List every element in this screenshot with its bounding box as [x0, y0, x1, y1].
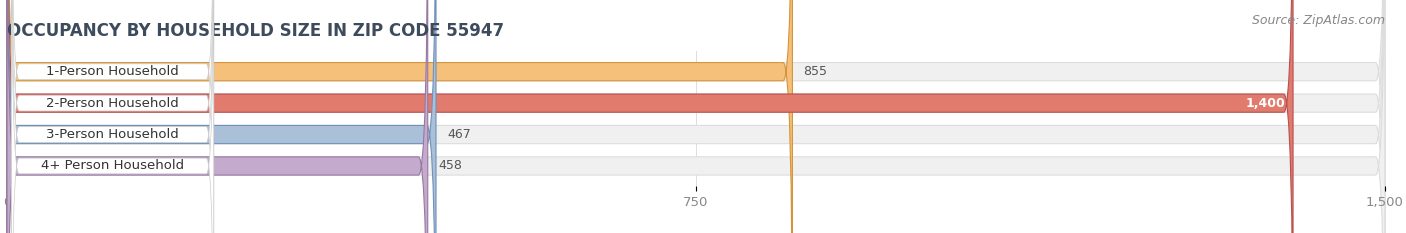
FancyBboxPatch shape	[11, 0, 214, 233]
Text: 467: 467	[447, 128, 471, 141]
Text: 4+ Person Household: 4+ Person Household	[41, 159, 184, 172]
FancyBboxPatch shape	[7, 0, 1385, 233]
FancyBboxPatch shape	[7, 0, 427, 233]
Text: 2-Person Household: 2-Person Household	[46, 97, 179, 110]
FancyBboxPatch shape	[7, 0, 1385, 233]
Text: 1-Person Household: 1-Person Household	[46, 65, 179, 78]
FancyBboxPatch shape	[7, 0, 1385, 233]
FancyBboxPatch shape	[11, 0, 214, 233]
Text: 3-Person Household: 3-Person Household	[46, 128, 179, 141]
FancyBboxPatch shape	[7, 0, 1294, 233]
Text: Source: ZipAtlas.com: Source: ZipAtlas.com	[1251, 14, 1385, 27]
FancyBboxPatch shape	[7, 0, 1385, 233]
FancyBboxPatch shape	[7, 0, 436, 233]
Text: 458: 458	[439, 159, 463, 172]
Text: 1,400: 1,400	[1246, 97, 1285, 110]
FancyBboxPatch shape	[11, 0, 214, 233]
Text: 855: 855	[803, 65, 828, 78]
Text: OCCUPANCY BY HOUSEHOLD SIZE IN ZIP CODE 55947: OCCUPANCY BY HOUSEHOLD SIZE IN ZIP CODE …	[7, 22, 505, 41]
FancyBboxPatch shape	[11, 0, 214, 233]
FancyBboxPatch shape	[7, 0, 793, 233]
